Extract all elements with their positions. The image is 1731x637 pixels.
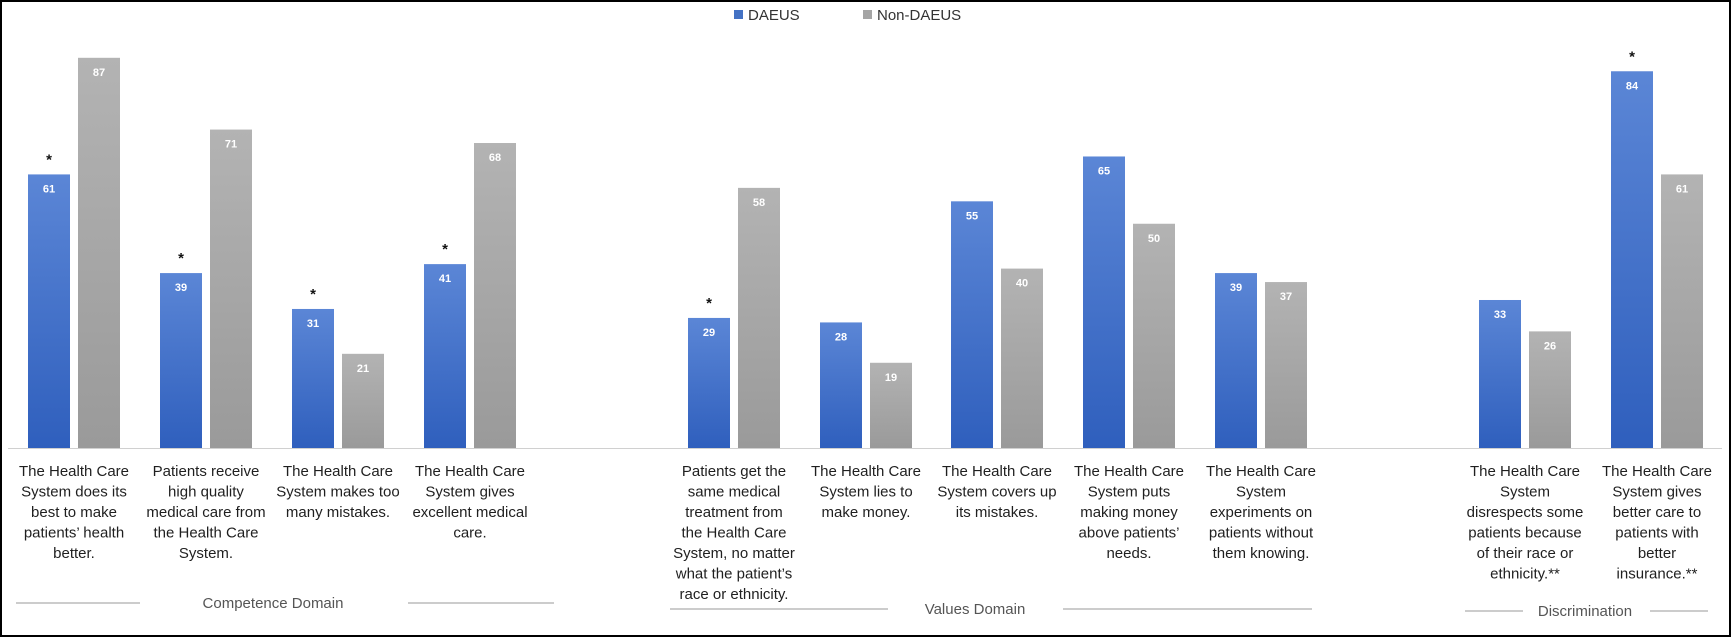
- category-label-4: Patients get the same medical treatment fr…: [673, 463, 795, 603]
- value-label-non-daeus-6: 40: [1016, 278, 1028, 290]
- bar-daeus-3: [424, 264, 466, 448]
- category-label-9: The Health Care System disrespects some pat…: [1467, 463, 1584, 583]
- domain-label-1: Values Domain: [925, 601, 1026, 618]
- bar-non-daeus-4: [738, 187, 780, 448]
- bar-daeus-6: [951, 201, 993, 448]
- bar-non-daeus-2: [342, 353, 384, 448]
- bar-daeus-4: [688, 317, 730, 448]
- value-label-daeus-8: 39: [1230, 282, 1242, 294]
- value-label-daeus-1: 39: [175, 282, 187, 294]
- legend-swatch-0: [734, 10, 743, 19]
- value-label-non-daeus-9: 26: [1544, 340, 1556, 352]
- bar-non-daeus-5: [870, 362, 912, 448]
- value-label-non-daeus-1: 71: [225, 139, 237, 151]
- domain-label-2: Discrimination: [1538, 603, 1632, 620]
- category-label-6: The Health Care System covers up its mista…: [937, 463, 1056, 521]
- bars: 61 87 * 39 71 * 31 21 * 41 68 * 29 58 * 28 19 55 40 65 50 39 3…: [28, 48, 1703, 449]
- category-label-10: The Health Care System gives better care t…: [1602, 463, 1712, 583]
- bar-non-daeus-3: [474, 143, 516, 448]
- bar-daeus-2: [292, 308, 334, 448]
- value-label-daeus-3: 41: [439, 273, 451, 285]
- bar-daeus-10: [1611, 71, 1653, 448]
- category-label-8: The Health Care System experiments on patie…: [1206, 463, 1316, 562]
- value-label-non-daeus-8: 37: [1280, 291, 1292, 303]
- legend-label-0: DAEUS: [748, 7, 800, 24]
- bar-non-daeus-9: [1529, 331, 1571, 448]
- bar-daeus-8: [1215, 273, 1257, 448]
- bar-non-daeus-7: [1133, 223, 1175, 448]
- value-label-daeus-9: 33: [1494, 309, 1506, 321]
- significance-star-10: *: [1629, 48, 1635, 65]
- value-label-daeus-2: 31: [307, 318, 319, 330]
- significance-star-2: *: [310, 286, 316, 303]
- bar-daeus-7: [1083, 156, 1125, 448]
- bar-daeus-0: [28, 174, 70, 449]
- category-label-2: The Health Care System makes too many mist…: [276, 463, 399, 521]
- category-label-0: The Health Care System does its best to ma…: [19, 463, 129, 562]
- bar-non-daeus-0: [78, 57, 120, 449]
- value-label-non-daeus-0: 87: [93, 67, 105, 79]
- category-label-1: Patients receive high quality medical care…: [146, 463, 265, 562]
- value-label-daeus-4: 29: [703, 327, 715, 339]
- value-label-daeus-10: 84: [1626, 80, 1639, 92]
- value-label-daeus-7: 65: [1098, 165, 1110, 177]
- category-label-7: The Health Care System puts making money ab…: [1074, 463, 1184, 562]
- value-label-non-daeus-10: 61: [1676, 183, 1688, 195]
- bar-non-daeus-1: [210, 129, 252, 448]
- category-label-3: The Health Care System gives excellent med…: [412, 463, 527, 542]
- domain-label-0: Competence Domain: [203, 595, 344, 612]
- bar-daeus-9: [1479, 299, 1521, 448]
- value-label-non-daeus-3: 68: [489, 152, 501, 164]
- bar-non-daeus-6: [1001, 268, 1043, 448]
- category-label-5: The Health Care System lies to make money.: [811, 463, 921, 521]
- legend: DAEUS Non-DAEUS: [734, 7, 961, 24]
- value-label-daeus-0: 61: [43, 183, 55, 195]
- legend-swatch-1: [863, 10, 872, 19]
- value-label-non-daeus-5: 19: [885, 372, 897, 384]
- value-label-daeus-5: 28: [835, 331, 847, 343]
- significance-star-3: *: [442, 241, 448, 258]
- bar-daeus-1: [160, 273, 202, 448]
- category-labels: The Health Care System does its best to ma…: [19, 463, 1712, 603]
- significance-star-1: *: [178, 250, 184, 267]
- value-label-non-daeus-7: 50: [1148, 233, 1160, 245]
- bar-non-daeus-8: [1265, 282, 1307, 448]
- value-label-non-daeus-4: 58: [753, 197, 765, 209]
- bar-daeus-5: [820, 322, 862, 448]
- legend-label-1: Non-DAEUS: [877, 7, 961, 24]
- bar-non-daeus-10: [1661, 174, 1703, 449]
- value-label-daeus-6: 55: [966, 210, 978, 222]
- significance-star-4: *: [706, 295, 712, 312]
- domain-labels: Competence Domain Values Domain Discrimina…: [16, 595, 1708, 620]
- value-label-non-daeus-2: 21: [357, 363, 369, 375]
- significance-star-0: *: [46, 151, 52, 168]
